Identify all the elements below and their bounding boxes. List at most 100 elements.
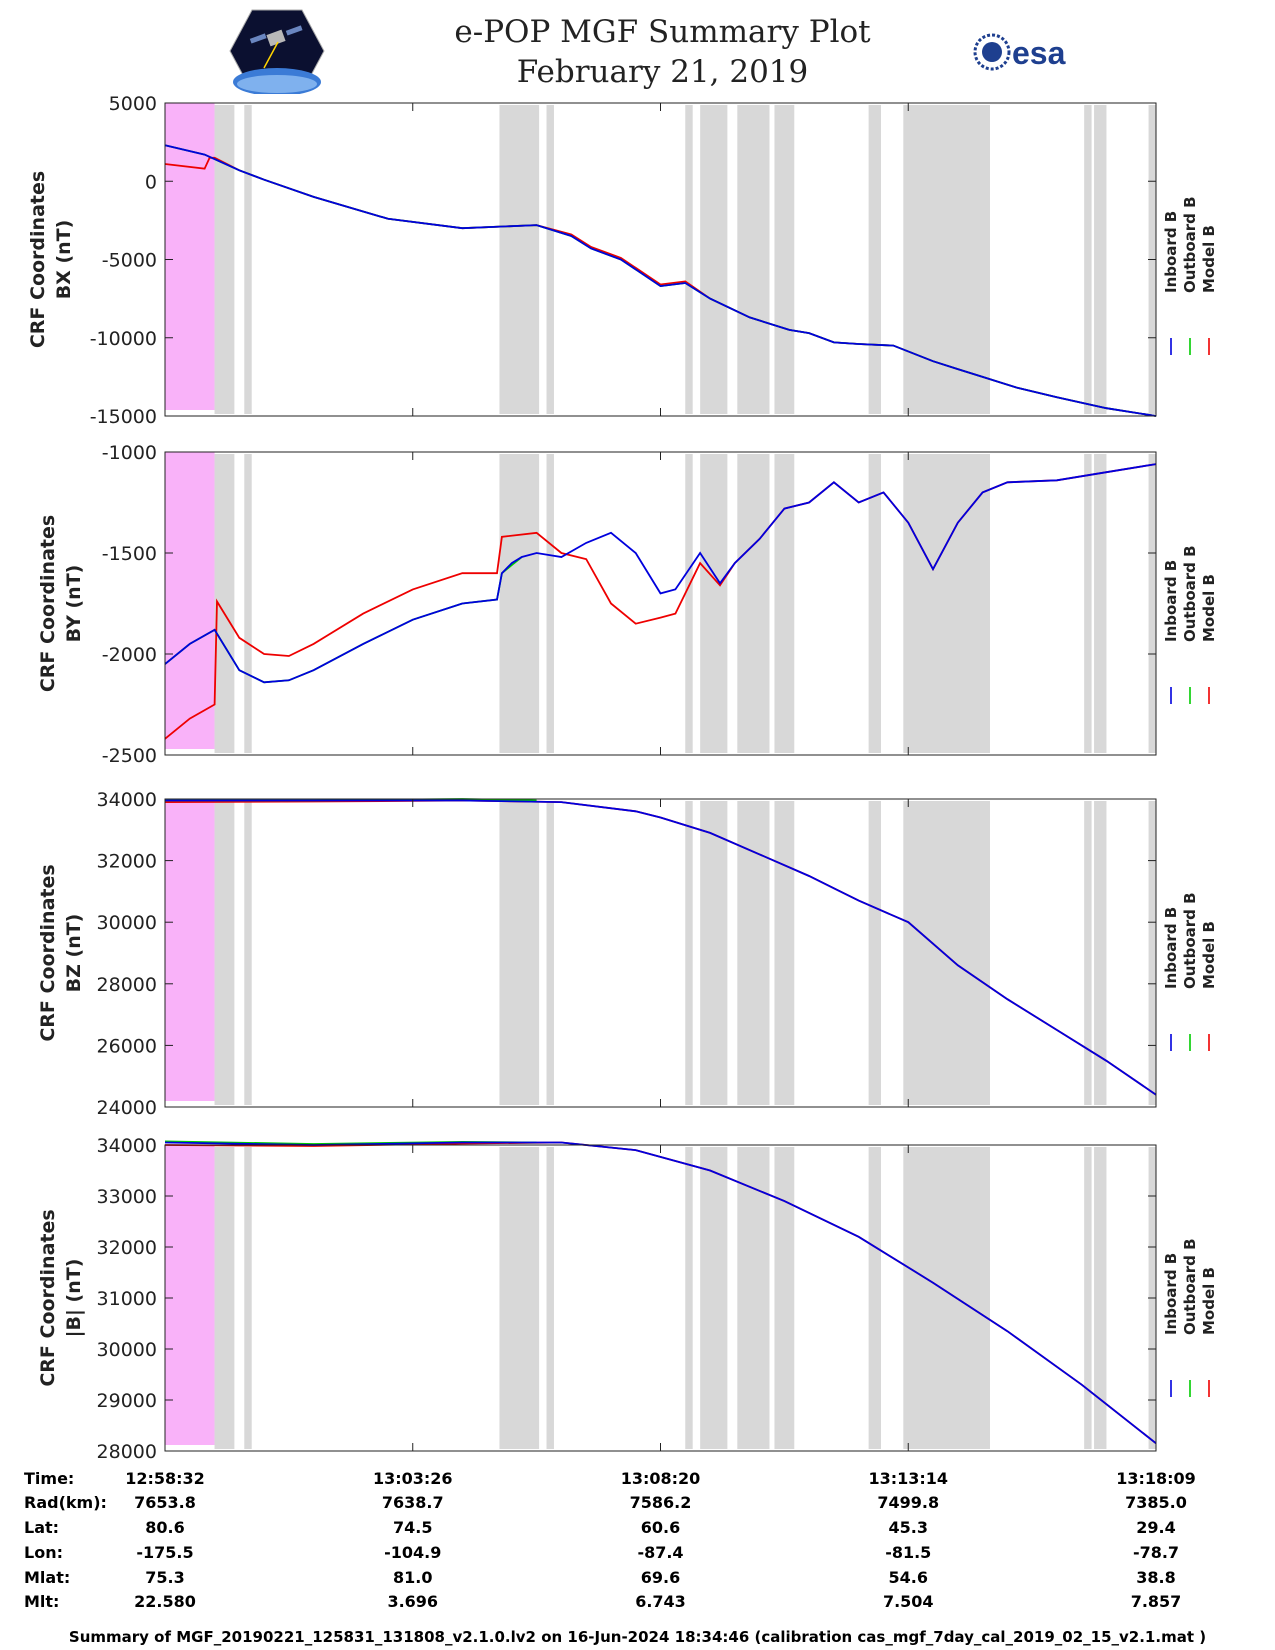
info-cell: -87.4 bbox=[637, 1543, 683, 1562]
info-cell: 80.6 bbox=[145, 1518, 184, 1537]
svg-text:esa: esa bbox=[1012, 35, 1066, 71]
legend-label: Outboard B bbox=[1181, 545, 1199, 642]
info-cell: 6.743 bbox=[635, 1592, 686, 1611]
data-gap-band bbox=[1094, 1147, 1107, 1449]
panel-4: 28000 29000 30000 31000 32000 33000 34000 CRF C… bbox=[37, 1135, 1218, 1463]
y-axis-label-line: CRF Coordinates bbox=[37, 864, 59, 1041]
series-line-inboard-b bbox=[165, 799, 1157, 1096]
info-cell: 54.6 bbox=[889, 1568, 928, 1587]
data-gap-band bbox=[244, 454, 252, 753]
data-gap-band bbox=[546, 1147, 554, 1449]
axes-box bbox=[164, 451, 1157, 756]
y-tick-label: 32000 bbox=[97, 1237, 157, 1259]
y-tick-label: 31000 bbox=[97, 1288, 157, 1310]
panel-1: -15000 -10000 -5000 0 5000 CRF Coordinates BX … bbox=[27, 93, 1218, 428]
data-gap-band bbox=[546, 801, 554, 1105]
data-gap-band bbox=[1094, 105, 1107, 414]
info-row-label: Lat: bbox=[24, 1518, 59, 1537]
data-gap-band bbox=[499, 454, 540, 753]
info-cell: 29.4 bbox=[1136, 1518, 1175, 1537]
y-axis-label: CRF Coordinates |B| (nT) bbox=[37, 1209, 85, 1386]
data-gap-band bbox=[546, 105, 554, 414]
y-tick-label: 32000 bbox=[97, 851, 157, 873]
data-gap-band bbox=[700, 1147, 728, 1449]
y-tick-label: -1000 bbox=[102, 442, 157, 464]
y-tick-label: 0 bbox=[145, 171, 157, 193]
info-cell: 81.0 bbox=[393, 1568, 432, 1587]
series-line-model-b bbox=[164, 799, 1157, 1096]
highlight-region bbox=[165, 1145, 215, 1445]
series-line-inboard-b bbox=[164, 144, 1157, 417]
y-axis-label-line: BZ (nT) bbox=[63, 914, 85, 993]
y-tick-label: 30000 bbox=[97, 1339, 157, 1361]
panel-2: -2500 -2000 -1500 -1000 CRF Coordinates BY (n… bbox=[37, 442, 1218, 767]
legend-label: Outboard B bbox=[1181, 892, 1199, 989]
data-gap-band bbox=[903, 801, 991, 1105]
y-axis-label-line: BY (nT) bbox=[63, 565, 85, 643]
axes-box bbox=[164, 102, 1157, 417]
info-cell: 75.3 bbox=[145, 1568, 184, 1587]
data-gap-band bbox=[244, 1147, 252, 1449]
info-cell: 69.6 bbox=[641, 1568, 680, 1587]
info-cell: 7653.8 bbox=[134, 1493, 196, 1512]
data-gap-band bbox=[903, 105, 991, 414]
y-tick-label: 28000 bbox=[97, 974, 157, 996]
y-tick-label: 26000 bbox=[97, 1035, 157, 1057]
data-gap-band bbox=[737, 1147, 770, 1449]
data-gap-band bbox=[214, 801, 235, 1105]
data-gap-band bbox=[737, 105, 770, 414]
legend-label: Outboard B bbox=[1181, 1238, 1199, 1335]
series-line-model-b bbox=[164, 463, 1157, 740]
data-gap-band bbox=[1094, 801, 1107, 1105]
data-gap-band bbox=[685, 1147, 693, 1449]
summary-footer: Summary of MGF_20190221_125831_131808_v2… bbox=[68, 1628, 1207, 1646]
info-cell: -175.5 bbox=[136, 1543, 193, 1562]
data-gap-band bbox=[868, 801, 881, 1105]
esa-logo: esa bbox=[973, 33, 1066, 71]
data-gap-band bbox=[499, 105, 540, 414]
y-tick-label: -2500 bbox=[102, 745, 157, 767]
info-row-label: Time: bbox=[24, 1469, 74, 1488]
data-gap-band bbox=[214, 454, 235, 753]
data-gap-band bbox=[903, 1147, 991, 1449]
series-line-inboard-b bbox=[164, 463, 1157, 684]
info-row-label: Rad(km): bbox=[24, 1493, 107, 1512]
info-row-label: Mlt: bbox=[24, 1592, 59, 1611]
data-gap-band bbox=[774, 1147, 795, 1449]
legend-label: Model B bbox=[1200, 225, 1218, 293]
info-cell: 13:18:09 bbox=[1116, 1469, 1196, 1488]
data-gap-band bbox=[214, 105, 235, 414]
y-axis-label-line: BX (nT) bbox=[53, 220, 75, 300]
data-gap-band bbox=[685, 801, 693, 1105]
data-gap-band bbox=[685, 454, 693, 753]
y-tick-label: 33000 bbox=[97, 1186, 157, 1208]
axes-box bbox=[164, 798, 1157, 1108]
y-axis-label-line: CRF Coordinates bbox=[27, 171, 49, 348]
legend-label: Inboard B bbox=[1162, 560, 1180, 642]
info-cell: 12:58:32 bbox=[125, 1469, 205, 1488]
data-gap-band bbox=[1094, 454, 1107, 753]
y-tick-label: -5000 bbox=[102, 250, 157, 272]
data-gap-band bbox=[499, 1147, 540, 1449]
series-line-model-b bbox=[164, 1141, 1157, 1445]
info-cell: 7.504 bbox=[883, 1592, 934, 1611]
y-axis-label-line: CRF Coordinates bbox=[37, 1209, 59, 1386]
panel-3: 24000 26000 28000 30000 32000 34000 CRF Coordi… bbox=[37, 789, 1218, 1119]
y-axis-label-line: CRF Coordinates bbox=[37, 515, 59, 692]
y-tick-label: 34000 bbox=[97, 1135, 157, 1157]
highlight-region bbox=[165, 103, 215, 410]
info-cell: -81.5 bbox=[885, 1543, 931, 1562]
data-gap-band bbox=[1084, 1147, 1092, 1449]
info-row-label: Mlat: bbox=[24, 1568, 70, 1587]
y-tick-label: -15000 bbox=[90, 406, 157, 428]
y-tick-label: 34000 bbox=[97, 789, 157, 811]
highlight-region bbox=[165, 799, 215, 1101]
data-gap-band bbox=[214, 1147, 235, 1449]
legend-label: Inboard B bbox=[1162, 211, 1180, 293]
data-gap-band bbox=[700, 801, 728, 1105]
info-cell: 74.5 bbox=[393, 1518, 432, 1537]
plot-date: February 21, 2019 bbox=[516, 54, 809, 90]
data-gap-band bbox=[868, 105, 881, 414]
data-gap-band bbox=[1148, 801, 1156, 1105]
